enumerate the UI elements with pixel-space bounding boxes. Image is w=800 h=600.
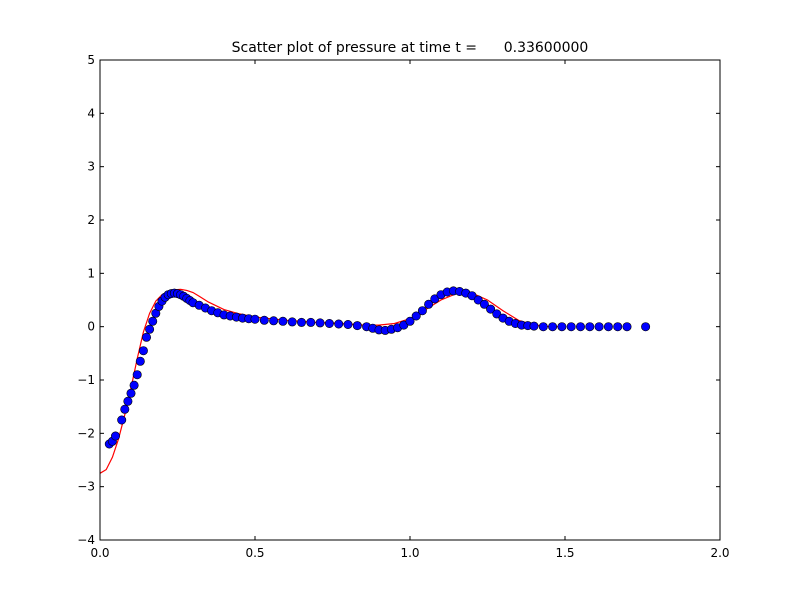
- data-point: [352, 321, 362, 331]
- data-point: [430, 294, 440, 304]
- data-points-layer: [104, 286, 651, 449]
- data-point: [622, 322, 632, 332]
- data-point: [126, 388, 136, 398]
- data-point: [315, 318, 325, 328]
- data-point: [492, 309, 502, 319]
- data-point: [250, 314, 260, 324]
- data-point: [135, 356, 145, 366]
- data-point: [575, 322, 585, 332]
- y-tick-label: −1: [77, 373, 95, 387]
- data-point: [603, 322, 613, 332]
- data-point: [324, 318, 334, 328]
- y-tick-label: −4: [77, 533, 95, 547]
- x-tick-label: 0.0: [90, 546, 109, 560]
- data-point: [138, 346, 148, 356]
- y-tick-label: −3: [77, 480, 95, 494]
- data-point: [148, 316, 158, 326]
- x-tick-label: 1.5: [555, 546, 574, 560]
- y-tick-label: 0: [87, 320, 95, 334]
- x-axis-ticks: 0.0 0.5 1.0 1.5 2.0: [90, 60, 730, 560]
- data-point: [473, 295, 483, 305]
- data-point: [594, 322, 604, 332]
- data-point: [585, 322, 595, 332]
- y-tick-label: 2: [87, 213, 95, 227]
- y-tick-label: 4: [87, 106, 95, 120]
- data-point: [296, 317, 306, 327]
- data-point: [613, 322, 623, 332]
- data-point: [111, 431, 121, 441]
- data-point: [566, 322, 576, 332]
- y-tick-label: 3: [87, 160, 95, 174]
- y-tick-label: −2: [77, 426, 95, 440]
- y-tick-label: 1: [87, 266, 95, 280]
- y-tick-label: 5: [87, 53, 95, 67]
- data-point: [123, 396, 133, 406]
- data-point: [287, 317, 297, 327]
- data-point: [557, 322, 567, 332]
- data-point: [259, 315, 269, 325]
- data-point: [129, 380, 139, 390]
- data-point: [479, 299, 489, 309]
- x-tick-label: 1.0: [400, 546, 419, 560]
- x-tick-label: 2.0: [710, 546, 729, 560]
- data-point: [306, 317, 316, 327]
- data-point: [641, 322, 651, 332]
- data-point: [411, 311, 421, 321]
- data-point: [343, 319, 353, 329]
- data-point: [120, 404, 130, 414]
- data-point: [424, 299, 434, 309]
- data-point: [132, 370, 142, 380]
- data-point: [117, 415, 127, 425]
- data-point: [142, 332, 152, 342]
- y-axis-ticks: −4 −3 −2 −1 0 1 2 3 4 5: [77, 53, 720, 547]
- x-tick-label: 0.5: [245, 546, 264, 560]
- data-point: [278, 316, 288, 326]
- data-point: [405, 316, 415, 326]
- data-point: [529, 321, 539, 331]
- data-point: [269, 316, 279, 326]
- data-point: [417, 306, 427, 316]
- data-point: [548, 322, 558, 332]
- data-point: [467, 291, 477, 301]
- data-point: [334, 319, 344, 329]
- data-point: [538, 322, 548, 332]
- chart-title: Scatter plot of pressure at time t = 0.3…: [232, 40, 589, 56]
- data-point: [486, 304, 496, 314]
- data-point: [145, 324, 155, 334]
